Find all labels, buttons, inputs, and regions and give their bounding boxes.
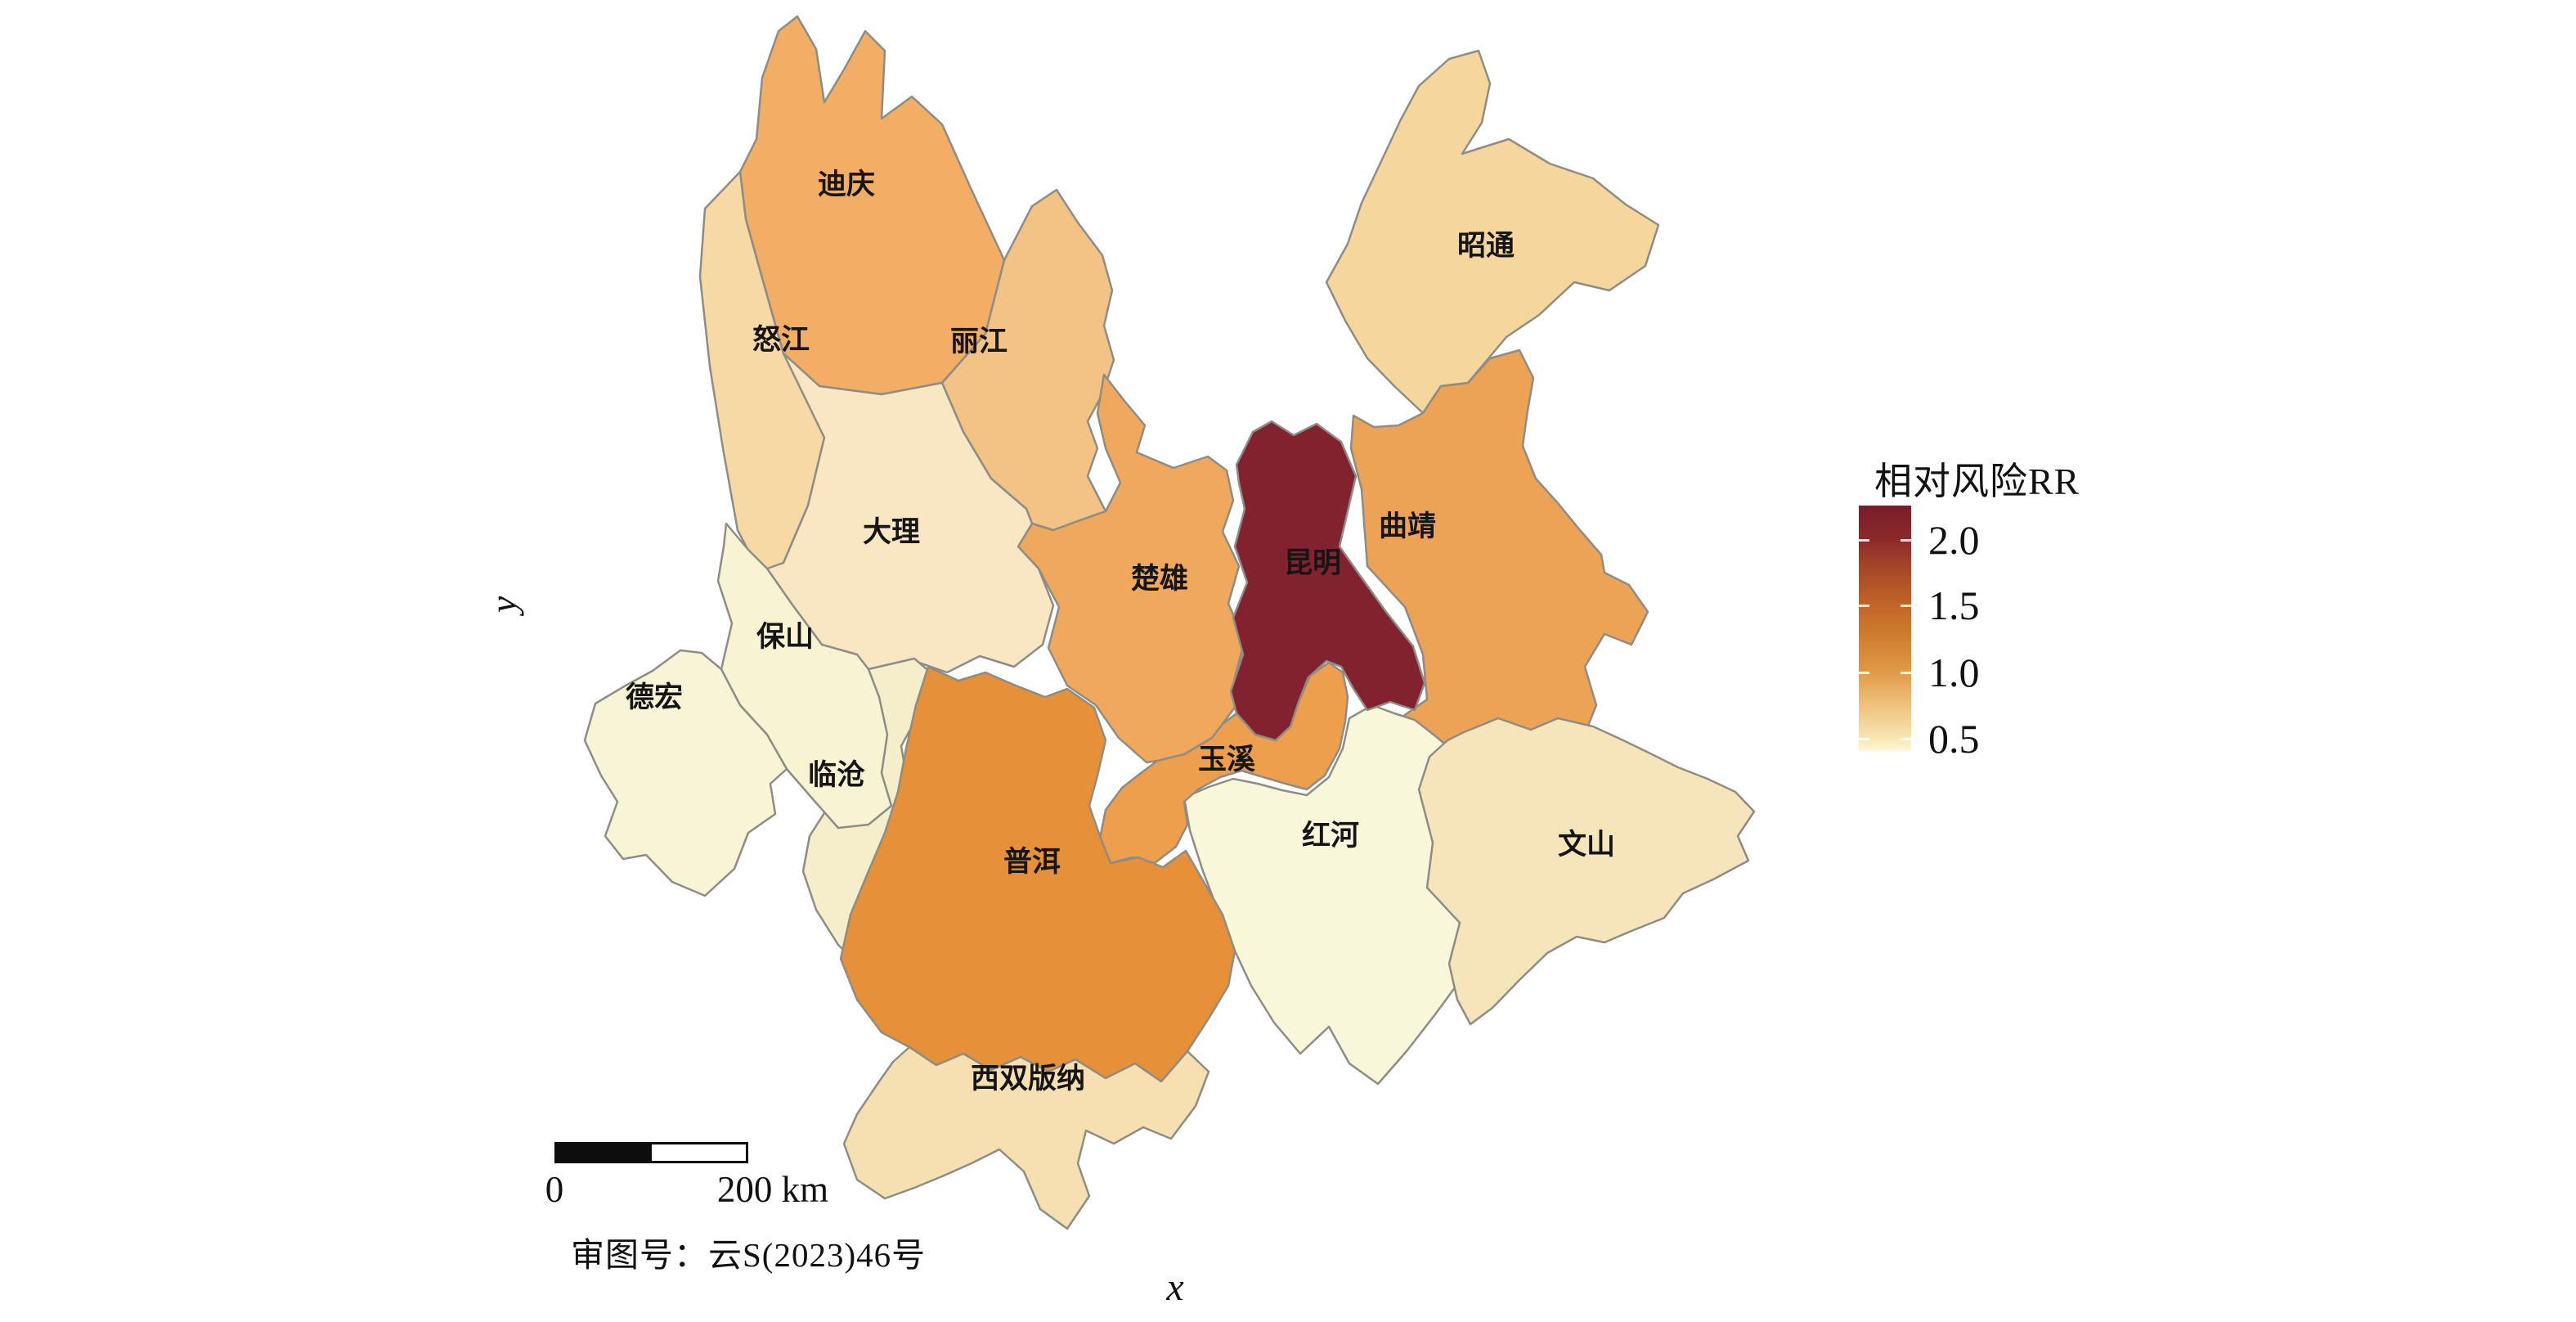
region-label-kunming: 昆明 bbox=[1284, 547, 1341, 579]
region-label-chuxiong: 楚雄 bbox=[1131, 563, 1188, 595]
region-baoshan bbox=[716, 522, 893, 830]
region-label-wenshan: 文山 bbox=[1558, 829, 1615, 861]
legend-tick-label: 1.5 bbox=[1928, 582, 1980, 629]
region-label-baoshan: 保山 bbox=[756, 621, 814, 653]
map-approval-number: 审图号：云S(2023)46号 bbox=[571, 1236, 927, 1274]
legend-tick-mark bbox=[1901, 672, 1911, 674]
region-label-dehong: 德宏 bbox=[626, 681, 683, 713]
region-label-puer: 普洱 bbox=[1003, 846, 1061, 878]
region-kunming bbox=[1229, 420, 1426, 742]
region-label-lincang: 临沧 bbox=[808, 759, 865, 791]
region-label-nujiang: 怒江 bbox=[752, 324, 810, 356]
region-label-zhaotong: 昭通 bbox=[1457, 230, 1515, 262]
region-xishuangbanna bbox=[842, 1045, 1210, 1230]
legend-tick-mark bbox=[1859, 738, 1869, 740]
region-label-honghe: 红河 bbox=[1302, 820, 1359, 852]
region-chuxiong bbox=[1016, 373, 1246, 764]
region-dehong bbox=[583, 649, 788, 897]
legend-tick-mark bbox=[1859, 539, 1869, 542]
region-label-diqing: 迪庆 bbox=[818, 169, 875, 200]
y-axis-label: y bbox=[482, 596, 524, 614]
legend-tick-mark bbox=[1901, 738, 1911, 740]
region-label-xishuangbanna: 西双版纳 bbox=[971, 1063, 1085, 1095]
x-axis-label: x bbox=[1166, 1266, 1184, 1309]
legend-tick-mark bbox=[1859, 672, 1869, 674]
legend-title: 相对风险RR bbox=[1874, 461, 2080, 502]
region-label-lijiang: 丽江 bbox=[950, 326, 1008, 357]
region-zhaotong bbox=[1325, 49, 1660, 415]
legend-tick-label: 2.0 bbox=[1928, 517, 1980, 563]
legend-tick-mark bbox=[1859, 605, 1869, 608]
legend-tick-mark bbox=[1901, 539, 1911, 542]
scale-bar bbox=[554, 1142, 748, 1163]
region-label-qujing: 曲靖 bbox=[1379, 510, 1436, 542]
region-wenshan bbox=[1417, 717, 1756, 1026]
legend-tick-mark bbox=[1901, 605, 1911, 608]
region-label-yuxi: 玉溪 bbox=[1198, 744, 1256, 776]
regions-layer bbox=[583, 15, 1756, 1230]
legend-tick-label: 0.5 bbox=[1928, 716, 1980, 762]
scale-bar-start-label: 0 bbox=[545, 1169, 564, 1210]
scale-bar-filled-segment bbox=[557, 1144, 652, 1161]
scale-bar-empty-segment bbox=[651, 1144, 746, 1161]
legend-colorbar bbox=[1859, 506, 1911, 751]
region-label-dali: 大理 bbox=[863, 516, 920, 548]
region-dali bbox=[765, 352, 1055, 674]
legend-tick-label: 1.0 bbox=[1928, 650, 1980, 695]
scale-bar-end-label: 200 km bbox=[716, 1169, 829, 1210]
